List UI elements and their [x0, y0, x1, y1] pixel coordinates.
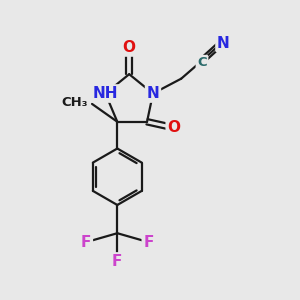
Text: O: O — [123, 40, 136, 55]
Text: N: N — [217, 35, 230, 50]
Text: O: O — [167, 120, 180, 135]
Text: N: N — [147, 86, 159, 101]
Text: NH: NH — [93, 86, 118, 101]
Text: C: C — [197, 56, 207, 69]
Text: F: F — [112, 254, 122, 269]
Text: F: F — [143, 235, 154, 250]
Text: F: F — [81, 235, 91, 250]
Text: CH₃: CH₃ — [61, 96, 88, 109]
